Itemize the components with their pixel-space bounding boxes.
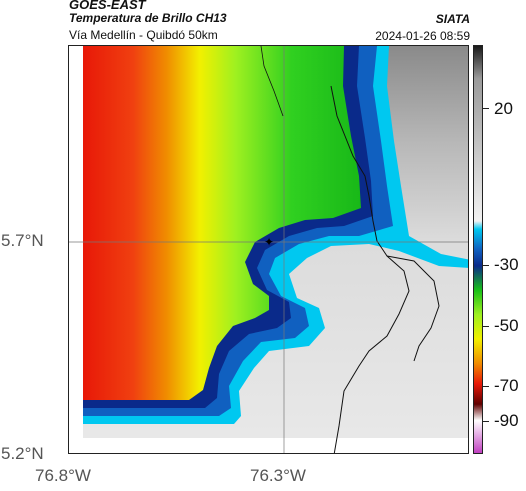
product-title: Temperatura de Brillo CH13 bbox=[69, 11, 227, 25]
colorbar-label: 20 bbox=[494, 99, 513, 118]
colorbar-tick bbox=[483, 386, 489, 387]
lat-label: 5.7°N bbox=[1, 231, 44, 250]
boundary-line bbox=[386, 255, 440, 362]
region-label: Vía Medellín - Quibdó 50km bbox=[69, 28, 218, 42]
satellite-source: GOES-EAST bbox=[69, 0, 146, 12]
brightness-temperature-field: ✦ bbox=[69, 46, 468, 453]
satellite-map[interactable]: ✦ bbox=[68, 45, 469, 454]
organization-label: SIATA bbox=[435, 12, 470, 26]
timestamp-label: 2024-01-26 08:59 bbox=[375, 29, 470, 43]
lon-label: 76.8°W bbox=[35, 466, 91, 485]
lat-label: 5.2°N bbox=[1, 444, 44, 463]
colorbar-label: -50 bbox=[494, 316, 519, 335]
colorbar-tick bbox=[483, 108, 489, 109]
lon-label: 76.3°W bbox=[250, 466, 306, 485]
location-marker-icon: ✦ bbox=[264, 235, 274, 249]
colorbar-tick bbox=[483, 265, 489, 266]
boundary-line bbox=[330, 85, 410, 453]
boundary-line bbox=[260, 46, 284, 117]
colorbar-label: -70 bbox=[494, 376, 519, 395]
temperature-colorbar bbox=[473, 45, 483, 454]
colorbar-label: -90 bbox=[494, 411, 519, 430]
cold-cloud-tops bbox=[83, 46, 361, 400]
colorbar-label: -30 bbox=[494, 255, 519, 274]
colorbar-tick bbox=[483, 326, 489, 327]
colorbar-tick bbox=[483, 421, 489, 422]
